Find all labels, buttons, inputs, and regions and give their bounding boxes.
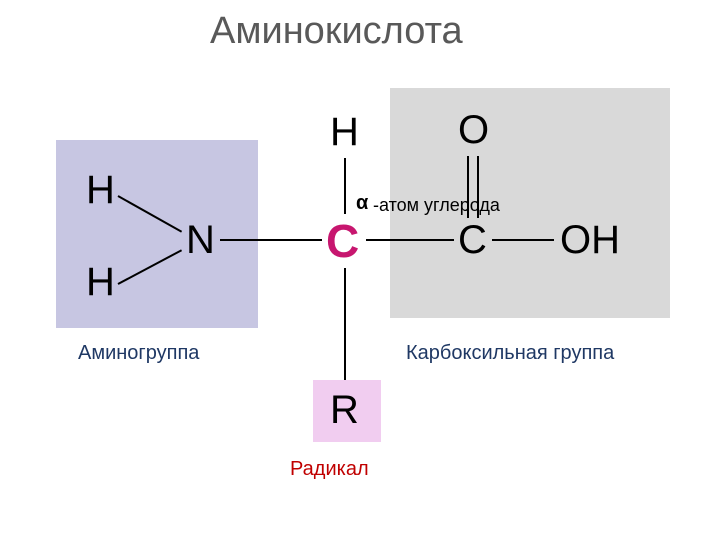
label-radical: Радикал <box>290 458 369 481</box>
atom-H_nh2: H <box>86 260 115 305</box>
atom-H_top: H <box>330 110 359 155</box>
atom-R: R <box>330 388 359 433</box>
atom-C_carb: C <box>458 218 487 263</box>
atom-N: N <box>186 218 215 263</box>
atom-O_top: O <box>458 108 489 153</box>
bond-4 <box>344 268 346 380</box>
alpha-note: -атом углерода <box>373 195 500 216</box>
atom-OH: OH <box>560 218 620 263</box>
bond-2 <box>220 239 322 241</box>
page-title: Аминокислота <box>210 10 463 53</box>
bond-5 <box>366 239 454 241</box>
label-carboxyl: Карбоксильная группа <box>406 342 614 365</box>
alpha-symbol: α <box>356 192 368 215</box>
bond-6 <box>492 239 554 241</box>
bond-3 <box>344 158 346 214</box>
atom-C_alpha: C <box>326 214 359 268</box>
atom-H_nh1: H <box>86 168 115 213</box>
label-amino: Аминогруппа <box>78 342 199 365</box>
